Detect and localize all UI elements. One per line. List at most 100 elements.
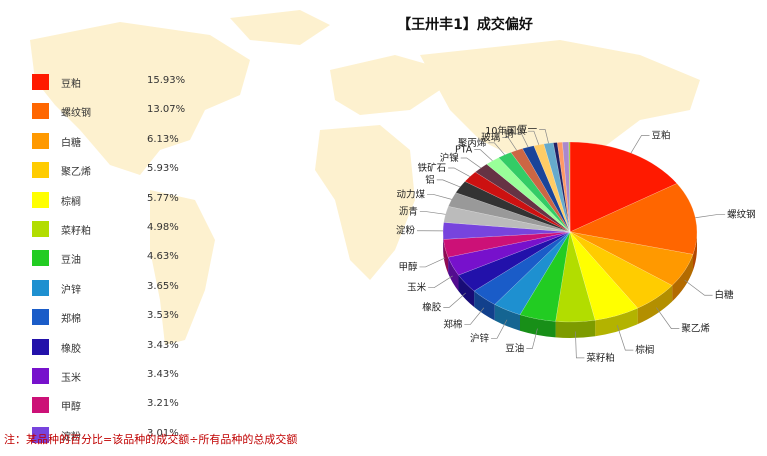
leader-line [502,137,517,151]
legend-label: 白糖 [61,137,81,149]
leader-line [443,292,466,308]
pie-slice-side [443,239,449,274]
legend-label: 玉米 [61,373,81,384]
legend-value: 3.53% [147,310,179,322]
slice-label: 沪镍 [440,152,460,164]
legend-swatch [32,426,49,443]
slice-label: 白糖 [715,289,735,301]
legend-item: 橡胶 3.43% [32,338,202,355]
slice-label: 10年国债 [485,125,526,137]
legend-label: 郑棉 [61,314,81,326]
legend-item: 聚乙烯 5.93% [32,162,202,179]
legend-value: 15.93% [147,75,186,86]
slice-label: 豆粕 [651,129,670,141]
slice-label: 铝 [425,174,435,186]
slice-label: 棕榈 [635,344,654,356]
legend-item: 郑棉 3.53% [32,309,202,326]
legend-item: 螺纹钢 13.07% [32,103,202,120]
slice-label: 铜 [504,128,514,140]
slice-label: PTA [455,145,473,156]
leader-line [419,211,446,215]
legend-swatch [32,279,49,296]
leader-line [491,319,508,339]
legend-item: 豆粕 15.93% [32,74,202,90]
legend-swatch [32,368,49,384]
pie-slice-side [520,314,556,338]
legend-label: 聚乙烯 [61,167,91,179]
legend-swatch [32,132,49,149]
pie-slice-23 [533,143,571,233]
pie-top [442,141,698,323]
legend-swatch [32,309,49,326]
pie-slice-3 [569,231,694,286]
pie-slice-minor [552,142,571,233]
legend-swatch [32,221,49,237]
slice-label: 淀粉 [396,225,416,237]
legend-label: 豆油 [61,255,81,267]
pie-slice-15 [447,192,571,233]
legend-label: 菜籽粕 [61,226,91,237]
legend-label: 棕榈 [61,196,81,208]
leader-line [526,328,538,349]
pie-slice-10 [458,231,571,292]
legend-item: 白糖 6.13% [32,132,202,149]
slice-label: 螺纹钢 [727,209,756,221]
leader-line [539,129,549,144]
pie-side [443,232,697,338]
pie-slice-side [672,254,694,302]
pie-slice-7 [519,231,571,322]
slice-label: 菜籽粕 [586,352,615,364]
slice-label: 豆油 [505,343,524,355]
legend-item: 甲醇 3.21% [32,397,202,414]
legend-swatch [32,250,49,267]
legend-item: 淀粉 3.01% [32,426,202,443]
leader-line [527,130,540,145]
legend-value: 3.21% [147,398,179,410]
pie-slice-1 [569,141,678,233]
legend-value: 3.43% [147,339,179,351]
legend-label: 沪锌 [61,284,81,296]
legend-swatch [32,191,49,208]
legend-label: 螺纹钢 [61,108,91,120]
pie-slice-minor [568,141,571,233]
legend-item: 沪锌 3.65% [32,279,202,296]
slice-label: 聚乙烯 [681,323,710,335]
leader-line [426,193,452,200]
legend-value: 13.07% [147,104,186,116]
pie-slice-side [448,257,459,292]
leader-line [616,325,634,351]
legend-item: 菜籽粕 4.98% [32,221,202,237]
pie-slice-8 [494,231,571,316]
legend-item: 棕榈 5.77% [32,191,202,208]
leader-line [428,275,453,289]
leader-line [436,179,461,188]
leader-line [448,167,471,177]
legend-swatch [32,162,49,179]
slice-label: 橡胶 [422,301,442,313]
pie-slice-4 [569,231,673,309]
pie-slice-13 [442,222,571,240]
leader-line [630,135,650,154]
pie-slice-11 [447,231,571,276]
pie-slice-minor [562,141,571,233]
legend-label: 橡胶 [61,343,81,355]
slice-label: 动力煤 [396,188,425,200]
pie-slice-16 [455,181,571,233]
slice-label: 玉米 [407,282,427,294]
legend-value: 3.43% [147,369,179,380]
legend-swatch [32,397,49,414]
legend-value: 4.98% [147,222,179,233]
legend-value: 4.63% [147,251,179,263]
footnote: 注：某品种的百分比=该品种的成交额÷所有品种的总成交额 [4,433,298,446]
legend-swatch [32,338,49,355]
pie-slice-side [474,291,495,321]
legend-swatch [32,74,49,90]
leader-line [515,133,529,148]
legend-value: 3.01% [147,427,179,439]
pie-slice-side [693,232,697,271]
slice-label: 豆一 [518,124,538,135]
pie-slice-side [494,304,521,331]
pie-slice-14 [443,206,571,233]
pie-slice-9 [473,231,571,305]
